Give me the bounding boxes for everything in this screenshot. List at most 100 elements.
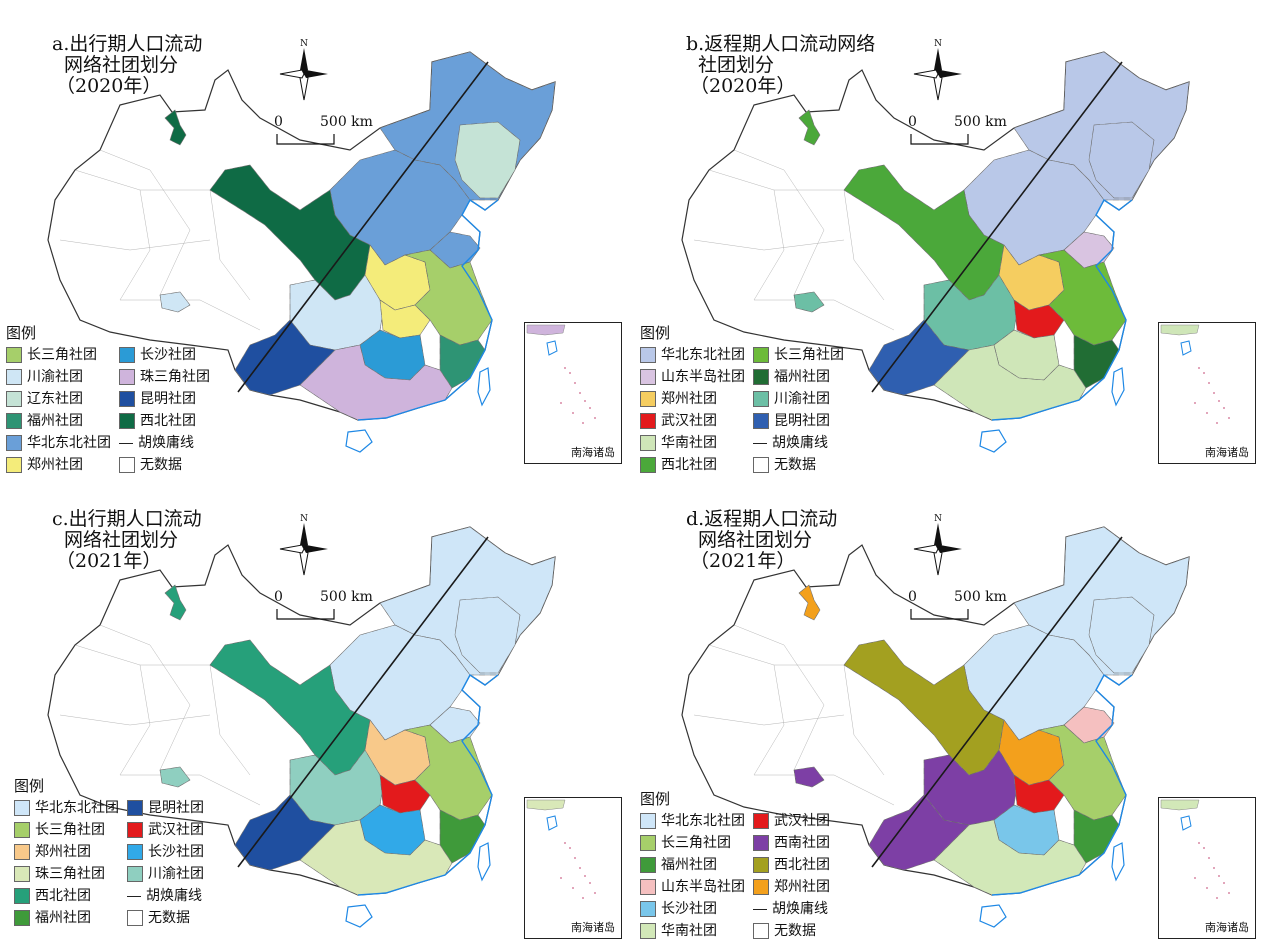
legend-item: 郑州社团 — [640, 388, 745, 410]
north-arrow-icon: N — [279, 39, 328, 101]
legend-item: 福州社团 — [6, 410, 111, 432]
legend-swatch — [14, 822, 30, 838]
legend-swatch — [753, 879, 769, 895]
region-city-lines — [289, 274, 386, 351]
region-city-lines — [1013, 299, 1065, 339]
legend-item: 长沙社团 — [119, 344, 210, 366]
legend-swatch — [640, 457, 656, 473]
south-china-sea-inset: 南海诸岛 — [1158, 797, 1256, 939]
taiwan-island — [1111, 367, 1125, 407]
north-arrow-icon: N — [279, 514, 328, 576]
legend-swatch — [640, 901, 656, 917]
inset-label: 南海诸岛 — [571, 446, 615, 459]
legend-label: 福州社团 — [27, 413, 83, 429]
region-kunming — [868, 794, 970, 871]
legend-swatch — [753, 413, 769, 429]
panel-title-line: 网络社团划分 — [698, 529, 813, 551]
hainan-island — [345, 429, 373, 453]
north-arrow-icon: N — [913, 39, 962, 101]
legend-swatch — [753, 457, 769, 473]
legend-item: 川渝社团 — [127, 863, 204, 885]
legend-label: 川渝社团 — [774, 391, 830, 407]
legend-title: 图例 — [640, 790, 671, 808]
region-xinjiang-spot — [164, 584, 187, 621]
coastline — [357, 198, 499, 421]
legend-label: 无数据 — [148, 910, 190, 926]
legend-swatch — [753, 857, 769, 873]
region-city-lines — [793, 291, 825, 313]
legend-item: 华北东北社团 — [6, 432, 111, 454]
legend-item: 昆明社团 — [753, 410, 844, 432]
legend-item: 长三角社团 — [6, 344, 111, 366]
panel-title-line: 社团划分 — [698, 54, 775, 76]
legend-line-swatch — [127, 895, 141, 897]
region-city-lines — [164, 109, 187, 146]
region-city-lines — [379, 774, 431, 814]
legend-label: 无数据 — [774, 923, 816, 939]
legend-line-swatch — [753, 442, 767, 444]
legend-item: 胡焕庸线 — [127, 885, 204, 907]
legend-line-swatch — [119, 442, 133, 444]
legend-label: 福州社团 — [661, 857, 717, 873]
legend-item: 华北东北社团 — [14, 797, 119, 819]
admin-boundaries — [693, 149, 895, 331]
legend-label: 华北东北社团 — [661, 347, 745, 363]
legend-label: 长三角社团 — [27, 347, 97, 363]
legend-swatch — [640, 923, 656, 939]
inset-label: 南海诸岛 — [571, 921, 615, 934]
legend-item: 珠三角社团 — [14, 863, 119, 885]
legend-label: 长三角社团 — [35, 822, 105, 838]
china-map — [47, 526, 556, 928]
legend-swatch — [119, 457, 135, 473]
legend-label: 长沙社团 — [148, 844, 204, 860]
scale-bar: 0 500 km — [274, 114, 394, 150]
legend-item: 长三角社团 — [753, 344, 844, 366]
scale-zero-label: 0 — [908, 114, 917, 130]
region-city-lines — [868, 794, 970, 871]
hu-huanyong-line — [871, 536, 1123, 868]
legend-item: 郑州社团 — [6, 454, 111, 475]
legend-item: 华北东北社团 — [640, 810, 745, 832]
legend-label: 福州社团 — [35, 910, 91, 926]
legend-item: 郑州社团 — [753, 876, 830, 898]
legend-item: 武汉社团 — [127, 819, 204, 841]
legend-swatch — [753, 369, 769, 385]
region-city-lines — [379, 299, 431, 339]
legend-label: 山东半岛社团 — [661, 879, 745, 895]
panel-title-line: （2020年） — [56, 75, 162, 97]
legend-label: 昆明社团 — [140, 391, 196, 407]
coastline — [991, 673, 1133, 896]
legend-label: 西北社团 — [661, 457, 717, 473]
legend-label: 西北社团 — [140, 413, 196, 429]
legend-item: 胡焕庸线 — [753, 432, 844, 454]
legend-swatch — [640, 369, 656, 385]
region-city-lines — [234, 794, 336, 871]
legend-item: 福州社团 — [640, 854, 745, 876]
legend-swatch — [14, 910, 30, 926]
scale-bar-line — [910, 609, 969, 620]
legend-item: 西北社团 — [119, 410, 210, 432]
legend-swatch — [127, 822, 143, 838]
region-city-lines — [798, 109, 821, 146]
legend-item: 西南社团 — [753, 832, 830, 854]
inset-map — [526, 799, 596, 899]
inset-label: 南海诸岛 — [1205, 921, 1249, 934]
legend-label: 郑州社团 — [774, 879, 830, 895]
legend-title: 图例 — [640, 324, 671, 342]
legend-label: 胡焕庸线 — [146, 888, 202, 904]
legend-swatch — [640, 857, 656, 873]
region-city-lines — [793, 766, 825, 788]
legend-swatch — [640, 813, 656, 829]
legend-item: 无数据 — [127, 907, 204, 929]
region-city-lines — [164, 584, 187, 621]
region-liaodong — [454, 596, 521, 674]
region-liaodong — [1088, 121, 1155, 199]
panel-title-line: c.出行期人口流动 — [52, 508, 202, 530]
admin-boundaries — [59, 149, 261, 331]
legend-label: 武汉社团 — [661, 413, 717, 429]
legend-title: 图例 — [6, 324, 37, 342]
legend-swatch — [14, 888, 30, 904]
